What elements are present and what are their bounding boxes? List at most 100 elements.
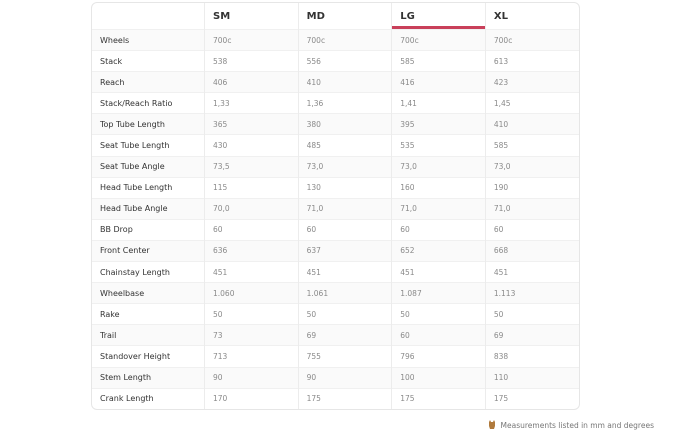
cell: 380 bbox=[297, 113, 392, 135]
cell: 451 bbox=[297, 261, 392, 283]
row-label: Stack bbox=[92, 50, 205, 72]
row-label: Top Tube Length bbox=[92, 113, 205, 135]
cell: 60 bbox=[484, 218, 579, 241]
cell: 755 bbox=[297, 345, 392, 367]
cell: 690 bbox=[484, 408, 579, 409]
row-label: Seat Tube Angle bbox=[92, 155, 205, 178]
table-row: Front Center 636 637 652 668 bbox=[92, 239, 579, 262]
note-text: Measurements listed in mm and degrees bbox=[500, 420, 654, 430]
cell: 1.060 bbox=[204, 282, 299, 304]
row-label: Wheelbase bbox=[92, 282, 205, 304]
row-label: Head Tube Angle bbox=[92, 197, 205, 220]
cell: 90 bbox=[204, 366, 299, 389]
cell: 1,33 bbox=[204, 92, 299, 114]
cell: 71,0 bbox=[484, 197, 579, 220]
table-row: Seat Tube Length 430 485 535 585 bbox=[92, 134, 579, 157]
cell: 1.113 bbox=[484, 282, 579, 304]
cell: 585 bbox=[484, 134, 579, 157]
row-label: Front Center bbox=[92, 239, 205, 262]
cell: 70,0 bbox=[204, 197, 299, 220]
table-row: Crank Length 170 175 175 175 bbox=[92, 387, 579, 409]
cell: 1,36 bbox=[297, 92, 392, 114]
cell: 50 bbox=[484, 303, 579, 325]
cell: 451 bbox=[484, 261, 579, 283]
row-label: Handlebar Width bbox=[92, 408, 205, 409]
cell: 637 bbox=[297, 239, 392, 262]
cell: 90 bbox=[297, 366, 392, 389]
cell: 640 bbox=[297, 408, 392, 409]
column-header: MD bbox=[297, 3, 392, 30]
cell: 713 bbox=[204, 345, 299, 367]
table-row: Top Tube Length 365 380 395 410 bbox=[92, 113, 579, 135]
cell: 115 bbox=[204, 176, 299, 199]
footnote: Measurements listed in mm and degrees bbox=[487, 420, 654, 430]
cell: 640 bbox=[204, 408, 299, 409]
cell: 451 bbox=[391, 261, 486, 283]
row-label: Rake bbox=[92, 303, 205, 325]
cell: 613 bbox=[484, 50, 579, 72]
row-label: Wheels bbox=[92, 28, 205, 51]
table-row: Trail 73 69 60 69 bbox=[92, 324, 579, 346]
cell: 1,45 bbox=[484, 92, 579, 114]
cell: 535 bbox=[391, 134, 486, 157]
cell: 700c bbox=[297, 28, 392, 51]
cell: 430 bbox=[204, 134, 299, 157]
row-label: Seat Tube Length bbox=[92, 134, 205, 157]
cell: 1,41 bbox=[391, 92, 486, 114]
cell: 50 bbox=[391, 303, 486, 325]
cell: 556 bbox=[297, 50, 392, 72]
table-row: Handlebar Width640640690690 bbox=[92, 408, 579, 409]
row-label: Trail bbox=[92, 324, 205, 346]
table-row: Rake 50 50 50 50 bbox=[92, 303, 579, 325]
cell: 652 bbox=[391, 239, 486, 262]
cell: 60 bbox=[297, 218, 392, 241]
cell: 1.087 bbox=[391, 282, 486, 304]
cell: 485 bbox=[297, 134, 392, 157]
table-row: Wheels 700c 700c 700c 700c bbox=[92, 28, 579, 51]
cell: 170 bbox=[204, 387, 299, 409]
cell: 50 bbox=[297, 303, 392, 325]
row-label: Crank Length bbox=[92, 387, 205, 409]
cell: 636 bbox=[204, 239, 299, 262]
row-label: Reach bbox=[92, 71, 205, 93]
cell: 130 bbox=[297, 176, 392, 199]
cell: 60 bbox=[391, 218, 486, 241]
cell: 838 bbox=[484, 345, 579, 367]
cell: 175 bbox=[297, 387, 392, 409]
column-header: XL bbox=[484, 3, 579, 30]
cell: 73 bbox=[204, 324, 299, 346]
cell: 71,0 bbox=[391, 197, 486, 220]
cell: 796 bbox=[391, 345, 486, 367]
cell: 60 bbox=[204, 218, 299, 241]
row-label: Stack/Reach Ratio bbox=[92, 92, 205, 114]
header-row: SM MD LG XL bbox=[92, 3, 579, 30]
table-row: Wheelbase 1.060 1.061 1.087 1.113 bbox=[92, 282, 579, 304]
table-row: Seat Tube Angle 73,5 73,0 73,0 73,0 bbox=[92, 155, 579, 178]
table-row: BB Drop 60 60 60 60 bbox=[92, 218, 579, 241]
cell: 365 bbox=[204, 113, 299, 135]
row-label: BB Drop bbox=[92, 218, 205, 241]
cell: 73,5 bbox=[204, 155, 299, 178]
cell: 416 bbox=[391, 71, 486, 93]
table-row: Stack 538 556 585 613 bbox=[92, 50, 579, 72]
cell: 110 bbox=[484, 366, 579, 389]
cell: 395 bbox=[391, 113, 486, 135]
cell: 423 bbox=[484, 71, 579, 93]
cell: 190 bbox=[484, 176, 579, 199]
cell: 690 bbox=[391, 408, 486, 409]
table-row: Chainstay Length 451 451 451 451 bbox=[92, 261, 579, 283]
cell: 538 bbox=[204, 50, 299, 72]
row-label: Standover Height bbox=[92, 345, 205, 367]
cell: 73,0 bbox=[391, 155, 486, 178]
geometry-table: SM MD LG XL Wheels 700c 700c 700c 700c Stack 538 5… bbox=[92, 3, 579, 409]
cell: 50 bbox=[204, 303, 299, 325]
table-row: Stack/Reach Ratio 1,33 1,36 1,41 1,45 bbox=[92, 92, 579, 114]
row-label: Head Tube Length bbox=[92, 176, 205, 199]
icon bbox=[488, 420, 495, 429]
table-row: Head Tube Angle 70,0 71,0 71,0 71,0 bbox=[92, 197, 579, 220]
cell: 700c bbox=[484, 28, 579, 51]
cell: 71,0 bbox=[297, 197, 392, 220]
cell: 175 bbox=[391, 387, 486, 409]
cell: 69 bbox=[297, 324, 392, 346]
